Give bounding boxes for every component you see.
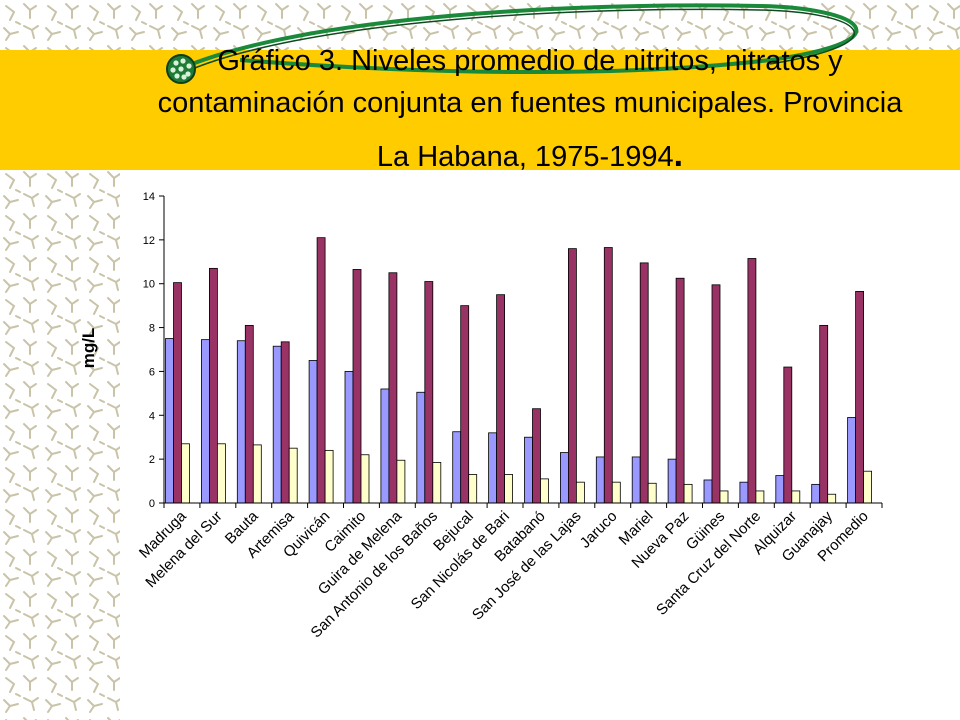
bar-series-1 xyxy=(452,431,462,504)
bar-series-2 xyxy=(280,341,290,504)
bar-series-3 xyxy=(504,474,514,504)
decorative-arc-shadow xyxy=(184,8,856,73)
bar-series-2 xyxy=(747,258,757,504)
bar-series-2 xyxy=(244,324,254,504)
bar-series-3 xyxy=(252,444,262,504)
bar-series-1 xyxy=(703,479,713,504)
bar-series-1 xyxy=(416,391,426,504)
bar-series-1 xyxy=(272,345,282,504)
bar-series-3 xyxy=(827,493,837,504)
bar-series-3 xyxy=(288,447,298,504)
bar-series-3 xyxy=(683,483,693,504)
bar-series-1 xyxy=(200,339,210,504)
y-tick-label: 12 xyxy=(143,235,155,247)
bar-series-2 xyxy=(424,281,434,504)
axes xyxy=(163,196,883,508)
slide-title: Gráfico 3. Niveles promedio de nitritos,… xyxy=(100,40,960,178)
bullet-disc-icon xyxy=(166,54,196,84)
bar-series-1 xyxy=(667,458,677,504)
bar-series-3 xyxy=(719,490,729,504)
bar-series-1 xyxy=(380,388,390,504)
bars xyxy=(165,237,872,504)
y-tick-label: 10 xyxy=(143,279,155,291)
bar-series-3 xyxy=(324,449,334,504)
bar-series-1 xyxy=(236,340,246,504)
bar-series-1 xyxy=(560,452,569,504)
bar-series-2 xyxy=(783,366,793,504)
bar-series-3 xyxy=(360,454,370,504)
bar-series-1 xyxy=(775,475,785,504)
bar-series-2 xyxy=(496,294,506,504)
bar-series-2 xyxy=(388,272,398,504)
y-tick-label: 14 xyxy=(143,191,155,203)
bar-series-1 xyxy=(308,360,318,504)
decoration xyxy=(166,3,859,84)
bar-series-1 xyxy=(488,432,498,504)
title-line-3: La Habana, 1975-1994 xyxy=(376,141,674,173)
bar-series-1 xyxy=(524,436,533,504)
bar-series-2 xyxy=(711,284,721,504)
bar-series-3 xyxy=(611,481,621,504)
x-category-label: Jaruco xyxy=(577,508,621,552)
bar-series-1 xyxy=(739,481,749,504)
bar-series-2 xyxy=(819,324,829,504)
bar-series-3 xyxy=(468,474,478,504)
bar-series-2 xyxy=(855,290,864,504)
bar-series-2 xyxy=(173,282,182,504)
bar-series-2 xyxy=(675,277,685,504)
bar-series-1 xyxy=(847,417,856,504)
bar-series-1 xyxy=(631,456,641,504)
bar-series-3 xyxy=(576,481,585,504)
bar-series-2 xyxy=(316,237,326,504)
bar-series-3 xyxy=(396,459,406,504)
title-line-3-wrap: La Habana, 1975-1994. xyxy=(100,134,960,178)
bar-series-2 xyxy=(460,305,470,504)
bar-series-3 xyxy=(432,462,442,504)
decorative-arc xyxy=(181,3,859,75)
title-end-mark: . xyxy=(673,136,684,174)
bar-series-1 xyxy=(595,456,605,504)
y-tick-label: 4 xyxy=(149,410,155,422)
bar-series-1 xyxy=(165,338,174,504)
bar-series-1 xyxy=(811,483,821,504)
bar-series-3 xyxy=(755,490,765,504)
bar-series-3 xyxy=(216,443,226,504)
y-tick-label: 8 xyxy=(149,323,155,335)
bar-series-2 xyxy=(208,267,218,504)
y-tick-label: 2 xyxy=(149,454,155,466)
bar-series-2 xyxy=(603,247,613,504)
title-line-2: contaminación conjunta en fuentes munici… xyxy=(157,87,903,119)
bar-series-2 xyxy=(352,269,362,504)
bar-series-2 xyxy=(568,248,577,504)
bar-series-2 xyxy=(639,262,649,504)
y-ticks: 0 2 4 6 8 10 12 14 xyxy=(143,191,164,510)
bar-series-3 xyxy=(540,478,549,504)
bar-series-3 xyxy=(647,482,657,504)
y-tick-label: 0 xyxy=(149,498,155,510)
bar-series-2 xyxy=(532,408,541,504)
y-axis-title: mg/L xyxy=(79,328,98,369)
title-line-1: Gráfico 3. Niveles promedio de nitritos,… xyxy=(217,45,843,77)
bar-series-3 xyxy=(791,490,801,504)
bar-series-3 xyxy=(863,470,872,504)
bar-series-3 xyxy=(181,443,190,504)
bar-series-1 xyxy=(344,371,354,504)
y-tick-label: 6 xyxy=(149,366,155,378)
